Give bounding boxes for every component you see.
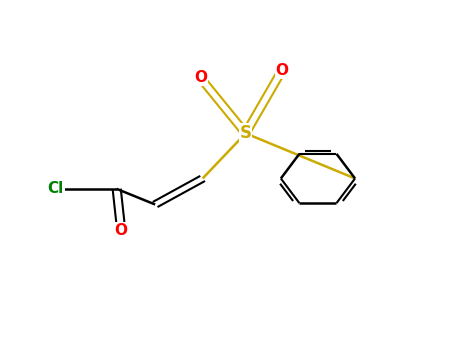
Text: O: O	[194, 70, 207, 85]
Text: O: O	[275, 63, 288, 78]
Text: Cl: Cl	[47, 181, 64, 196]
Text: S: S	[240, 124, 252, 142]
Text: O: O	[115, 223, 128, 238]
